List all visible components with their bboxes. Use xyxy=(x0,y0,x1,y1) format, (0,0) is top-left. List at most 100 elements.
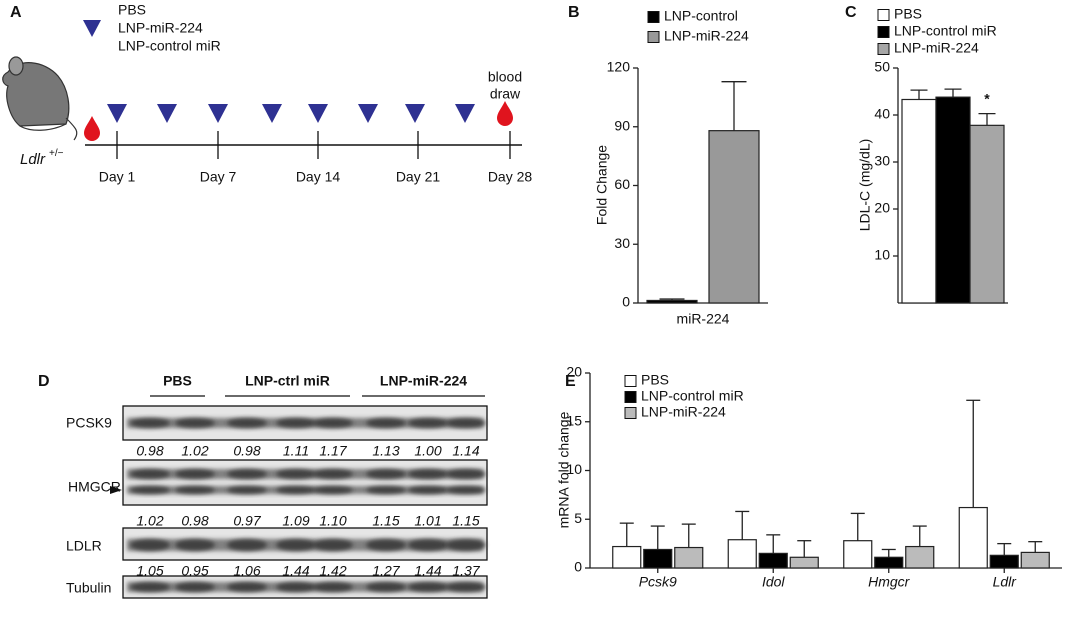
day-label: Day 28 xyxy=(488,169,533,185)
band-arrow xyxy=(110,486,122,494)
legend-label: LNP-miR-224 xyxy=(664,28,749,44)
panel-label: D xyxy=(38,373,50,390)
x-tick-label: Pcsk9 xyxy=(639,574,677,590)
blood-draw-label: draw xyxy=(490,86,521,102)
legend-swatch xyxy=(624,391,637,403)
y-axis-title: Fold Change xyxy=(594,145,610,225)
western-blot: PBS LNP-ctrl miR LNP-miR-224 PCSK9 0.98 1.02 0… xyxy=(66,373,488,599)
bar xyxy=(969,124,1005,304)
blot-band xyxy=(276,469,316,479)
blot-band xyxy=(408,418,448,428)
y-tick-label: 120 xyxy=(607,59,631,75)
blot-box xyxy=(122,459,488,506)
legend-swatch xyxy=(624,375,637,387)
group-header: LNP-miR-224 xyxy=(380,373,467,389)
densitometry-value: 0.98 xyxy=(136,443,163,459)
mouse-genotype: Ldlr +/− xyxy=(20,148,64,168)
blood-draw-label: blood xyxy=(488,69,522,85)
dose-marker xyxy=(208,104,228,123)
legend-label: LNP-miR-224 xyxy=(894,40,979,56)
blot-band xyxy=(227,418,267,428)
panel-label: E xyxy=(565,373,576,390)
group-header: LNP-ctrl miR xyxy=(245,373,330,389)
panel-label: A xyxy=(10,4,22,21)
legend-swatch xyxy=(647,31,660,43)
blot-band xyxy=(446,486,486,494)
bar xyxy=(727,539,757,569)
blot-band xyxy=(227,582,267,592)
y-axis-title: mRNA fold change xyxy=(556,411,572,528)
blot-band xyxy=(175,469,215,479)
densitometry-value: 1.42 xyxy=(319,563,346,579)
bar xyxy=(643,548,673,569)
densitometry-value: 1.00 xyxy=(414,443,441,459)
x-tick-label: Hmgcr xyxy=(868,574,911,590)
blot-band xyxy=(276,582,316,592)
densitometry-value: 1.14 xyxy=(452,443,479,459)
dose-marker xyxy=(262,104,282,123)
blot-band xyxy=(446,418,486,428)
legend-label: LNP-control miR xyxy=(894,23,997,39)
bar xyxy=(612,545,642,569)
panel-label: C xyxy=(845,4,857,21)
densitometry-value: 1.37 xyxy=(452,563,480,579)
densitometry-value: 0.97 xyxy=(233,513,261,529)
charts: B Fold Change 0 30 60 90 120 LNP-control LNP-miR… xyxy=(556,4,1062,590)
dose-marker xyxy=(107,104,127,123)
bar xyxy=(901,98,937,304)
blot-band xyxy=(175,582,215,592)
blot-row-label: PCSK9 xyxy=(66,415,112,431)
blood-drop xyxy=(84,116,100,141)
legend-label: LNP-miR-224 xyxy=(118,20,203,36)
blot-band xyxy=(227,469,267,479)
y-tick-label: 20 xyxy=(566,364,582,380)
blot-band xyxy=(313,418,353,428)
dose-marker xyxy=(308,104,328,123)
bar xyxy=(989,554,1019,569)
blot-band xyxy=(408,539,448,551)
dose-marker xyxy=(358,104,378,123)
bar xyxy=(935,96,971,304)
genotype: +/− xyxy=(49,148,64,159)
dose-marker xyxy=(157,104,177,123)
legend-swatch xyxy=(877,9,890,21)
blot-row-label: Tubulin xyxy=(66,580,111,596)
timeline-marks: Day 1 Day 7 Day 14 Day 21 Day 28 xyxy=(99,104,533,185)
y-tick-label: 0 xyxy=(622,294,630,310)
blot-band xyxy=(130,418,170,428)
panel-label: B xyxy=(568,4,580,21)
blot-band xyxy=(175,539,215,551)
x-tick-label: Idol xyxy=(762,574,785,590)
legend-label: PBS xyxy=(118,2,146,18)
densitometry-value: 1.09 xyxy=(282,513,309,529)
y-tick-label: 40 xyxy=(874,106,890,122)
bar xyxy=(874,556,904,569)
densitometry-value: 1.02 xyxy=(181,443,208,459)
bar xyxy=(1020,551,1050,569)
densitometry-value: 1.44 xyxy=(414,563,441,579)
y-axis-title: LDL-C (mg/dL) xyxy=(857,139,873,232)
blot-band xyxy=(227,539,267,551)
dose-marker xyxy=(455,104,475,123)
legend-swatch xyxy=(877,26,890,38)
legend-label: LNP-control miR xyxy=(641,388,744,404)
densitometry-value: 1.01 xyxy=(414,513,441,529)
dose-marker xyxy=(405,104,425,123)
densitometry-value: 1.17 xyxy=(319,443,347,459)
bar xyxy=(674,546,704,569)
blot-band xyxy=(313,539,353,551)
blot-band xyxy=(366,539,406,551)
bar xyxy=(789,556,819,569)
blood-drop xyxy=(497,101,513,126)
legend-label: LNP-control xyxy=(664,8,738,24)
blot-band xyxy=(366,486,406,494)
blot-band xyxy=(408,469,448,479)
densitometry-value: 1.15 xyxy=(452,513,479,529)
y-tick-label: 20 xyxy=(874,200,890,216)
y-tick-label: 5 xyxy=(574,510,582,526)
legend-label: LNP-control miR xyxy=(118,38,221,54)
blot-band xyxy=(408,582,448,592)
blot-band xyxy=(130,582,170,592)
blot-band xyxy=(175,418,215,428)
bar xyxy=(646,299,698,304)
